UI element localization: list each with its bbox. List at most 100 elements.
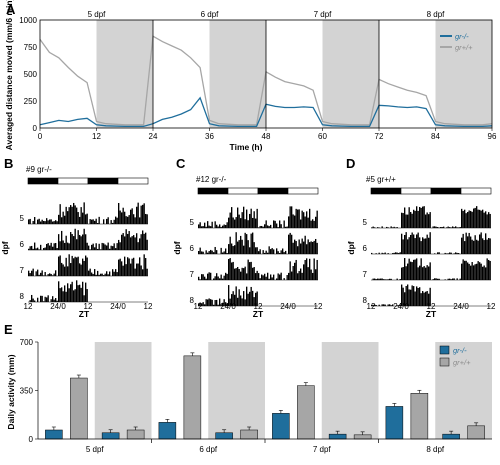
bar-mutant — [442, 433, 460, 440]
activity-bar — [316, 259, 318, 280]
activity-bar — [208, 225, 210, 228]
activity-bar — [479, 234, 481, 254]
panel-e: E 0 350 700 5 dpf 6 dpf 7 dpf 8 dpf Daily act… — [4, 322, 492, 454]
activity-bar — [309, 208, 311, 228]
activity-bar — [204, 304, 206, 306]
activity-bar — [479, 209, 481, 228]
row-labels: 5 6 7 8 — [190, 218, 195, 305]
activity-bar — [83, 202, 85, 224]
activity-bar — [214, 221, 216, 228]
activity-bar — [384, 279, 386, 280]
activity-bar — [468, 263, 470, 280]
activity-bar — [452, 226, 454, 228]
activity-bar — [474, 264, 476, 280]
category-label: 6 dpf — [199, 445, 218, 454]
activity-bar — [295, 259, 297, 280]
activity-bar — [80, 236, 82, 250]
activity-bar — [288, 272, 290, 280]
activity-bar — [231, 207, 233, 228]
activity-bar — [128, 231, 130, 250]
activity-bar — [124, 211, 126, 224]
activity-bar — [482, 266, 484, 280]
activity-bar — [315, 238, 317, 254]
activity-bar — [265, 220, 267, 228]
activity-bar — [70, 284, 72, 302]
activity-bar — [142, 204, 144, 224]
activity-bar — [249, 213, 251, 228]
activity-bar — [383, 253, 385, 254]
activity-bar — [247, 220, 249, 228]
activity-bar — [306, 211, 308, 228]
activity-bar — [381, 226, 383, 228]
activity-bar — [232, 217, 234, 228]
activity-bar — [270, 249, 272, 254]
activity-bar — [31, 245, 33, 250]
activity-bar — [228, 217, 230, 228]
activity-bar — [112, 269, 114, 276]
activity-bar — [146, 239, 148, 250]
x-tick-labels: 12 24/0 12 24/0 12 — [367, 302, 496, 311]
x-tick-label: 0 — [38, 132, 43, 141]
activity-bar — [121, 261, 123, 276]
activity-bar — [486, 239, 488, 254]
activity-bar — [241, 239, 243, 254]
activity-bar — [85, 214, 87, 224]
activity-bar — [73, 202, 75, 224]
activity-bar — [304, 216, 306, 228]
activity-bar — [462, 259, 464, 280]
activity-bar — [274, 220, 276, 228]
night-band — [435, 20, 492, 128]
activity-bar — [59, 255, 61, 276]
activity-bar — [423, 238, 425, 254]
legend-label-mutant: gr-/- — [455, 32, 469, 41]
activity-bar — [449, 278, 451, 280]
activity-bar — [97, 223, 99, 224]
activity-bar — [225, 272, 227, 280]
x-tick-labels: 0 12 24 36 48 60 72 84 96 — [38, 128, 497, 141]
activity-bar — [292, 265, 294, 280]
activity-bar — [219, 278, 221, 280]
activity-bar — [277, 251, 279, 254]
activity-bar — [214, 246, 216, 254]
y-axis-title: dpf — [172, 241, 182, 254]
activity-bar — [453, 253, 455, 254]
activity-bar — [285, 226, 287, 228]
activity-bar — [56, 248, 58, 250]
activity-bar — [61, 217, 63, 224]
activity-bar — [58, 281, 60, 302]
actogram-rows — [371, 206, 491, 307]
activity-bar — [47, 274, 49, 276]
activity-bar — [297, 246, 299, 254]
activity-bar — [256, 247, 258, 254]
activity-bar — [414, 210, 416, 228]
activity-bar — [213, 304, 215, 306]
activity-bar — [240, 271, 242, 280]
activity-bar — [423, 292, 425, 306]
activity-bar — [115, 269, 117, 276]
dark-segment — [430, 187, 462, 195]
activity-bar — [270, 224, 272, 228]
activity-bar — [396, 227, 398, 228]
activity-bar — [103, 219, 105, 224]
activity-bar — [52, 246, 54, 250]
activity-bar — [94, 220, 96, 224]
activity-bar — [280, 250, 282, 254]
activity-bar — [76, 257, 78, 276]
activity-bar — [300, 219, 302, 228]
activity-bar — [94, 247, 96, 250]
night-band — [435, 342, 492, 439]
activity-bar — [65, 235, 67, 250]
y-tick-label: 0 — [33, 124, 38, 133]
activity-bar — [420, 241, 422, 254]
activity-bar — [235, 268, 237, 280]
activity-bar — [43, 301, 45, 302]
activity-bar — [381, 278, 383, 280]
activity-bar — [414, 238, 416, 254]
activity-bar — [208, 298, 210, 306]
activity-bar — [77, 212, 79, 224]
activity-bar — [146, 268, 148, 276]
activity-bar — [225, 225, 227, 228]
activity-bar — [79, 234, 81, 250]
activity-bar — [300, 243, 302, 254]
panel-b: B #9 gr-/- 5 6 7 8 12 24/0 12 24/0 12 ZT dpf — [0, 156, 153, 319]
